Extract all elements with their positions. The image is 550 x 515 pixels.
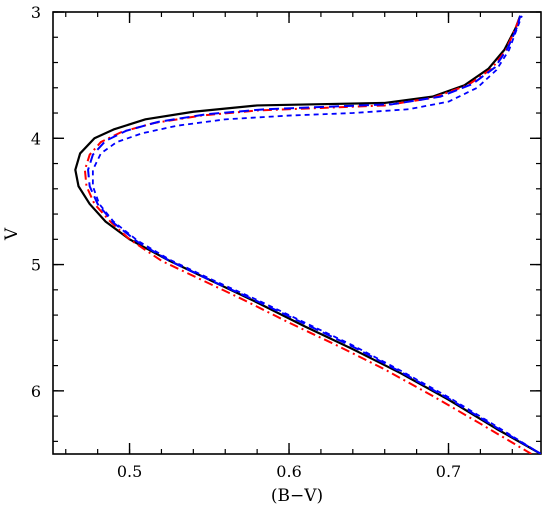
y-tick-label: 4 [31, 129, 41, 148]
tick-labels: 0.5 0.6 0.7 3 4 5 6 [31, 3, 461, 481]
y-tick-label: 5 [31, 256, 41, 275]
y-tick-label: 3 [31, 3, 41, 22]
series-line-2-dash-dot [83, 15, 532, 454]
x-tick-label: 0.5 [117, 462, 142, 481]
axis-ticks [53, 11, 541, 454]
x-tick-label: 0.6 [276, 462, 301, 481]
series-line-1-solid [74, 15, 541, 454]
y-tick-label: 6 [31, 382, 41, 401]
series-line-3-long-dash [87, 15, 541, 454]
plot-frame [52, 11, 542, 455]
y-axis-label: V [2, 227, 22, 241]
x-axis-label: (B−V) [271, 486, 323, 506]
series-layer [74, 15, 541, 454]
x-tick-label: 0.7 [436, 462, 461, 481]
series-line-4-short-dash [91, 15, 541, 454]
